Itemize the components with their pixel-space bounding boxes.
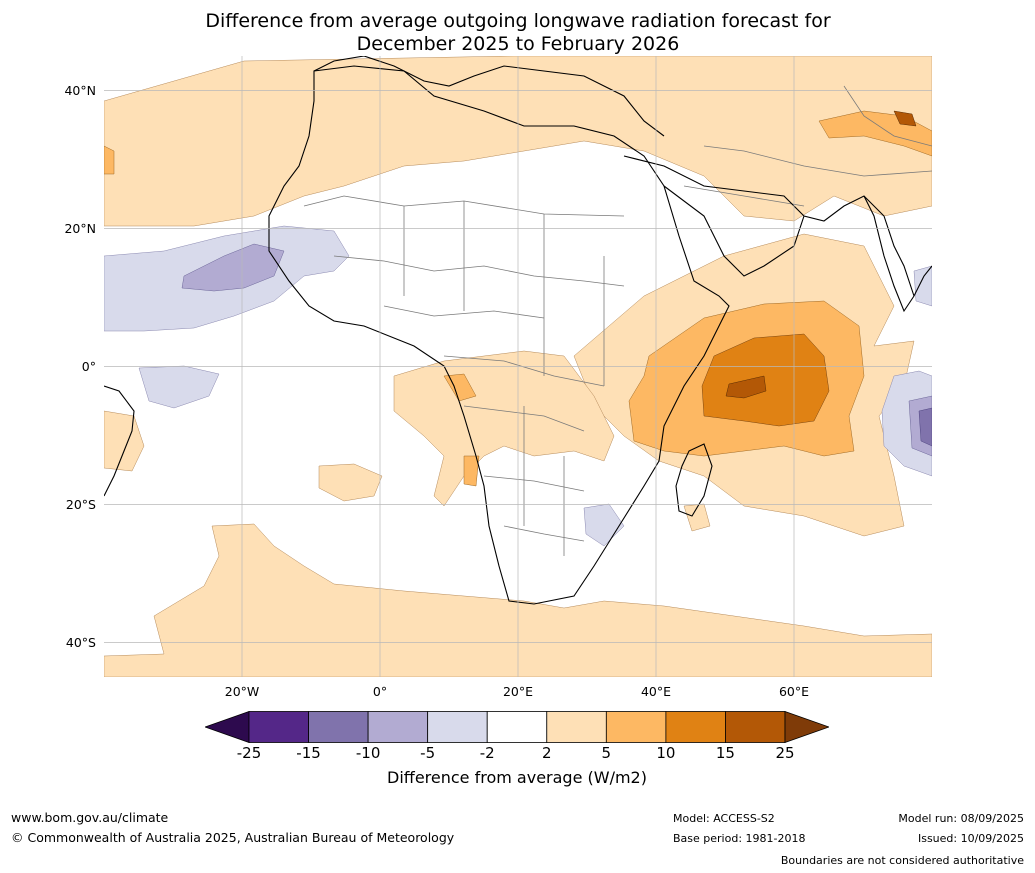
south-america-coastline — [103, 385, 135, 497]
colorbar-tick-label: 15 — [715, 744, 735, 762]
colorbar-swatch — [665, 711, 726, 743]
latitude-label: 40°N — [64, 82, 96, 98]
map-title: Difference from average outgoing longwav… — [104, 10, 932, 56]
latitude-label: 0° — [81, 358, 96, 374]
india-coastline — [863, 195, 933, 313]
longitude-label: 40°E — [640, 684, 672, 699]
olr-anomaly-map — [103, 55, 933, 678]
colorbar-swatch — [605, 711, 667, 743]
colorbar-swatch — [367, 711, 429, 743]
colorbar-tick-label: 25 — [775, 744, 795, 762]
latitude-label: 20°S — [65, 496, 96, 512]
colorbar-tick-label: -2 — [479, 744, 495, 762]
longitude-label: 20°E — [502, 684, 534, 699]
title-line-1: Difference from average outgoing longwav… — [205, 10, 831, 32]
title-line-2: December 2025 to February 2026 — [356, 33, 680, 55]
africa-coastline — [268, 65, 730, 605]
anomaly-15-to-25 — [725, 110, 917, 399]
colorbar-tick-label: 5 — [601, 744, 612, 762]
footer-disclaimer: Boundaries are not considered authoritat… — [780, 854, 1024, 867]
colorbar-swatch — [248, 711, 309, 743]
coastlines — [103, 55, 933, 605]
anomaly-10-to-15 — [701, 333, 830, 427]
colorbar-tick-label: -25 — [236, 744, 262, 762]
colorbar — [205, 711, 829, 743]
arabia-coastline — [623, 155, 915, 297]
colorbar-swatch — [725, 711, 786, 743]
longitude-label: 0° — [372, 684, 388, 699]
longitude-label: 60°E — [778, 684, 810, 699]
colorbar-under-triangle — [205, 711, 250, 743]
anomaly-neg10-to-neg15 — [918, 407, 933, 447]
colorbar-label: Difference from average (W/m2) — [387, 768, 647, 787]
colorbar-swatch — [486, 711, 548, 743]
latitude-label: 40°S — [65, 634, 96, 650]
footer-model-run: Model run: 08/09/2025 — [898, 812, 1024, 825]
colorbar-tick-label: -10 — [355, 744, 381, 762]
footer-model: Model: ACCESS-S2 — [673, 812, 775, 825]
colorbar-swatch — [427, 711, 488, 743]
colorbar-swatch — [546, 711, 607, 743]
map-panel — [103, 55, 933, 678]
colorbar-over-triangle — [784, 711, 829, 743]
country-boundaries — [303, 85, 933, 556]
footer-website: www.bom.gov.au/climate — [11, 810, 169, 825]
madagascar-coastline — [675, 443, 713, 517]
eurasia-coastline — [313, 55, 665, 137]
footer-copyright: © Commonwealth of Australia 2025, Austra… — [11, 830, 455, 845]
map-gridlines — [104, 56, 932, 677]
longitude-label: 20°W — [224, 684, 260, 699]
colorbar-tick-label: -15 — [296, 744, 321, 762]
colorbar-tick-label: 10 — [656, 744, 676, 762]
latitude-label: 20°N — [64, 220, 96, 236]
footer-issued: Issued: 10/09/2025 — [917, 832, 1024, 845]
colorbar-tick-label: 2 — [541, 744, 552, 762]
colorbar-swatch — [308, 711, 369, 743]
colorbar-tick-label: -5 — [420, 744, 436, 762]
footer-base-period: Base period: 1981-2018 — [673, 832, 806, 845]
